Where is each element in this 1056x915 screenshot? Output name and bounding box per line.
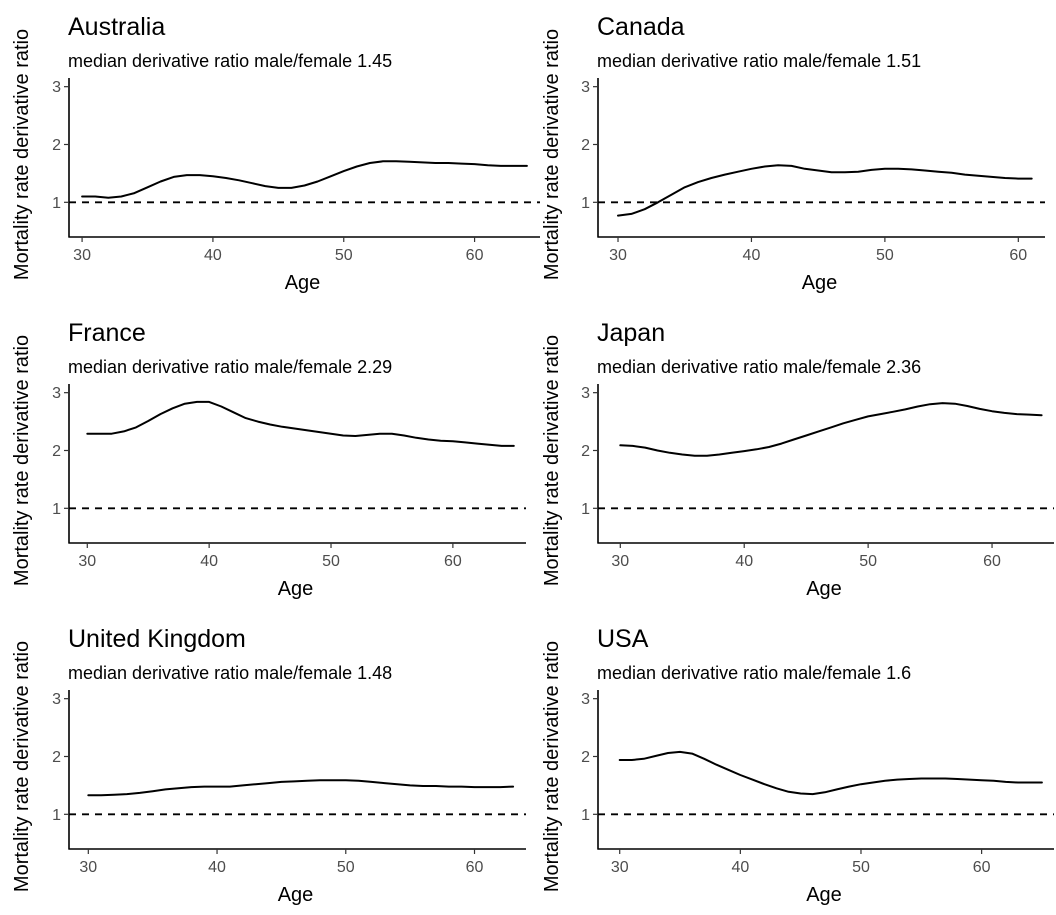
chart-panel-australia: Australia median derivative ratio male/fe…: [11, 13, 540, 294]
x-tick-label: 50: [876, 247, 894, 264]
x-tick-label: 30: [79, 859, 97, 876]
panel-subtitle: median derivative ratio male/female 2.36: [597, 357, 921, 377]
y-tick-label: 3: [52, 385, 61, 402]
x-axis-label: Age: [278, 884, 314, 906]
panel-title: Australia: [68, 13, 165, 41]
y-tick-label: 3: [52, 79, 61, 96]
y-axis-label: Mortality rate derivative ratio: [11, 29, 33, 280]
x-tick-label: 60: [983, 553, 1001, 570]
x-tick-label: 40: [208, 859, 226, 876]
x-tick-label: 30: [609, 247, 627, 264]
series-line: [86, 400, 515, 447]
x-axis-label: Age: [285, 272, 321, 294]
x-axis-label: Age: [806, 884, 842, 906]
x-tick-label: 60: [973, 859, 991, 876]
x-axis-label: Age: [806, 578, 842, 600]
y-tick-label: 2: [581, 137, 590, 154]
x-tick-label: 40: [204, 247, 222, 264]
panel-title: Canada: [597, 13, 685, 41]
panel-subtitle: median derivative ratio male/female 1.45: [68, 51, 392, 71]
series-line: [87, 779, 515, 797]
panel-subtitle: median derivative ratio male/female 2.29: [68, 357, 392, 377]
x-tick-label: 60: [1009, 247, 1027, 264]
y-axis-label: Mortality rate derivative ratio: [11, 335, 33, 586]
x-axis-label: Age: [278, 578, 314, 600]
x-tick-label: 60: [444, 553, 462, 570]
y-axis-label: Mortality rate derivative ratio: [541, 641, 563, 892]
panel-title: USA: [597, 625, 649, 653]
x-tick-label: 40: [200, 553, 218, 570]
y-tick-label: 3: [52, 691, 61, 708]
series-line: [617, 164, 1033, 217]
series-line: [81, 160, 528, 199]
x-tick-label: 60: [466, 247, 484, 264]
chart-panel-france: France median derivative ratio male/femal…: [11, 319, 526, 600]
y-tick-label: 1: [52, 501, 61, 518]
y-tick-label: 2: [581, 443, 590, 460]
y-tick-label: 1: [581, 195, 590, 212]
x-tick-label: 50: [322, 553, 340, 570]
x-tick-label: 30: [73, 247, 91, 264]
x-tick-label: 50: [859, 553, 877, 570]
chart-panel-canada: Canada median derivative ratio male/femal…: [541, 13, 1045, 294]
x-tick-label: 40: [735, 553, 753, 570]
panel-subtitle: median derivative ratio male/female 1.6: [597, 663, 911, 683]
y-tick-label: 1: [581, 501, 590, 518]
x-tick-label: 60: [466, 859, 484, 876]
x-tick-label: 40: [743, 247, 761, 264]
panel-title: Japan: [597, 319, 665, 347]
series-line: [618, 750, 1043, 796]
y-axis-label: Mortality rate derivative ratio: [541, 29, 563, 280]
panel-title: United Kingdom: [68, 625, 246, 653]
y-tick-label: 2: [52, 443, 61, 460]
y-tick-label: 1: [581, 807, 590, 824]
y-tick-label: 2: [52, 137, 61, 154]
panel-subtitle: median derivative ratio male/female 1.48: [68, 663, 392, 683]
x-tick-label: 30: [611, 859, 629, 876]
panel-title: France: [68, 319, 146, 347]
x-tick-label: 50: [335, 247, 353, 264]
y-tick-label: 3: [581, 691, 590, 708]
y-tick-label: 3: [581, 79, 590, 96]
y-tick-label: 1: [52, 807, 61, 824]
y-tick-label: 2: [581, 749, 590, 766]
x-tick-label: 30: [78, 553, 96, 570]
y-axis-label: Mortality rate derivative ratio: [541, 335, 563, 586]
chart-panel-usa: USA median derivative ratio male/female 1…: [541, 625, 1054, 906]
chart-panel-japan: Japan median derivative ratio male/female…: [541, 319, 1054, 600]
y-tick-label: 3: [581, 385, 590, 402]
chart-panel-united-kingdom: United Kingdom median derivative ratio ma…: [11, 625, 526, 906]
y-tick-label: 2: [52, 749, 61, 766]
x-tick-label: 30: [611, 553, 629, 570]
x-tick-label: 50: [337, 859, 355, 876]
x-tick-label: 40: [731, 859, 749, 876]
x-axis-label: Age: [802, 272, 838, 294]
y-tick-label: 1: [52, 195, 61, 212]
x-tick-label: 50: [852, 859, 870, 876]
y-axis-label: Mortality rate derivative ratio: [11, 641, 33, 892]
panel-subtitle: median derivative ratio male/female 1.51: [597, 51, 921, 71]
series-line: [619, 402, 1043, 457]
